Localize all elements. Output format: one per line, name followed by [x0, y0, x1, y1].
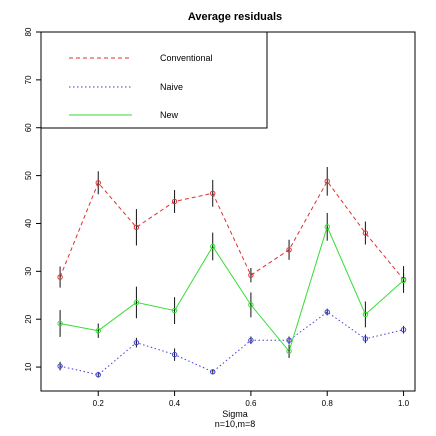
data-point	[324, 309, 330, 315]
data-point	[95, 372, 101, 378]
data-point	[95, 327, 101, 334]
x-tick-label: 0.4	[169, 399, 181, 408]
data-point	[400, 327, 407, 333]
y-tick-label: 10	[24, 362, 33, 371]
data-point	[210, 369, 216, 375]
chart-title: Average residuals	[188, 11, 282, 23]
data-point	[362, 336, 369, 342]
data-point	[171, 198, 178, 205]
legend-label: Conventional	[160, 53, 213, 63]
data-point	[248, 302, 254, 308]
data-point	[133, 339, 140, 346]
series-line-conventional	[59, 180, 404, 280]
data-point	[210, 243, 216, 250]
x-tick-label: 0.6	[245, 399, 257, 408]
x-tick-label: 0.2	[93, 399, 105, 408]
y-tick-label: 80	[24, 27, 33, 36]
y-tick-label: 20	[24, 314, 33, 323]
data-point	[324, 224, 330, 230]
y-tick-label: 70	[24, 75, 33, 84]
x-axis-label: Sigma	[222, 409, 248, 419]
y-tick-label: 50	[24, 171, 33, 180]
data-point	[248, 272, 254, 278]
data-point	[400, 277, 407, 284]
axes: 0.2 0.4 0.6 0.8 1.0 10 20 30 40 50 60 70 80	[24, 27, 410, 408]
data-point	[133, 224, 140, 230]
data-point	[57, 363, 63, 369]
data-point	[286, 247, 292, 253]
data-point	[362, 230, 369, 236]
data-point	[95, 180, 101, 186]
series-layer	[57, 166, 407, 378]
data-point	[57, 274, 63, 280]
legend: Conventional Naive New	[40, 31, 268, 129]
y-tick-label: 30	[24, 266, 33, 275]
series-line-naive	[59, 311, 404, 376]
data-point	[248, 337, 254, 343]
data-point	[286, 337, 292, 343]
x-tick-label: 0.8	[322, 399, 334, 408]
data-point	[133, 299, 140, 306]
y-tick-label: 60	[24, 123, 33, 132]
chart-subtitle: n=10,m=8	[215, 419, 256, 429]
data-point	[171, 351, 178, 358]
series-line-new	[59, 225, 404, 353]
y-tick-label: 40	[24, 218, 33, 227]
data-point	[286, 348, 292, 354]
data-point	[210, 190, 216, 197]
data-point	[324, 178, 330, 185]
data-point	[171, 307, 178, 314]
data-point	[57, 320, 63, 327]
legend-label: Naive	[160, 82, 183, 92]
x-tick-label: 1.0	[398, 399, 410, 408]
data-point	[362, 311, 369, 318]
legend-label: New	[160, 110, 179, 120]
legend-box	[40, 31, 268, 129]
